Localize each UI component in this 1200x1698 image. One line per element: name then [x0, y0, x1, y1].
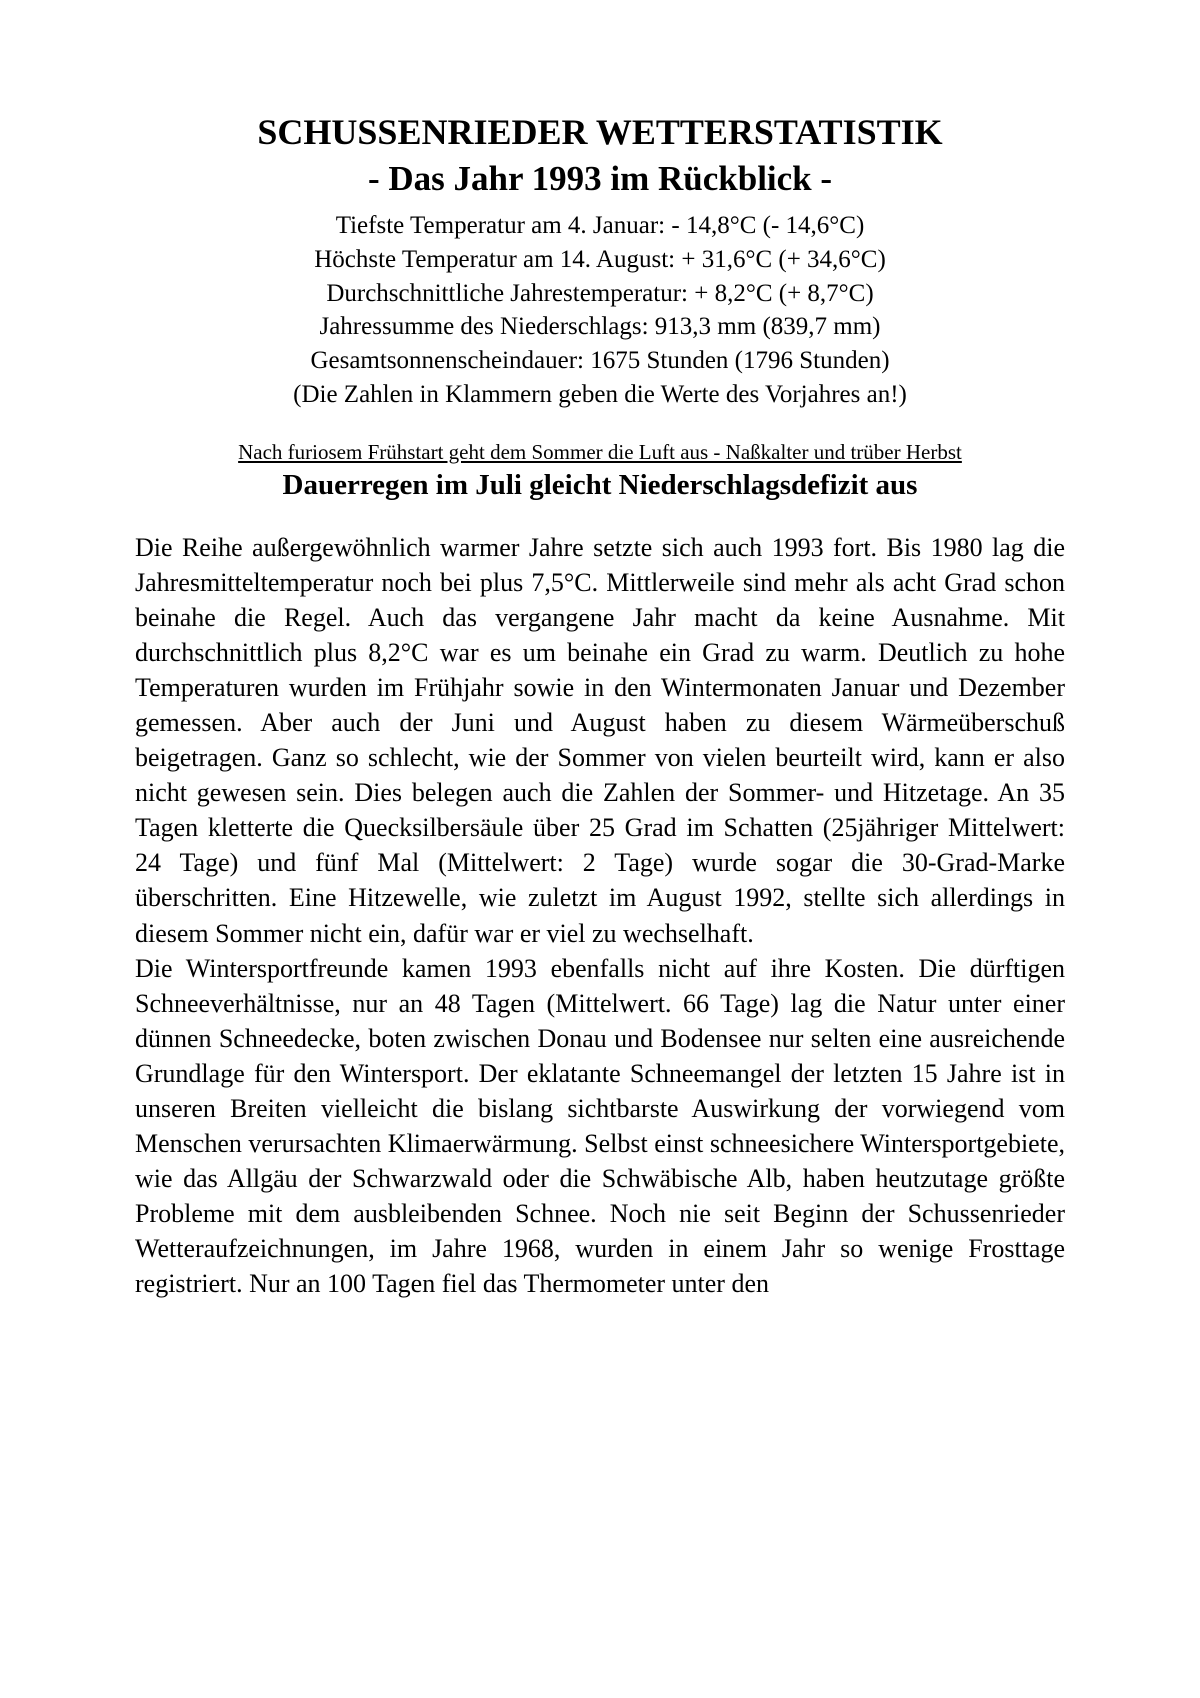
subtitle: - Das Jahr 1993 im Rückblick - [135, 159, 1065, 199]
stats-line-lowest-temp: Tiefste Temperatur am 4. Januar: - 14,8°… [135, 209, 1065, 243]
stats-line-sunshine: Gesamtsonnenscheindauer: 1675 Stunden (1… [135, 344, 1065, 378]
body-paragraph-2: Die Wintersportfreunde kamen 1993 ebenfa… [135, 951, 1065, 1302]
main-title: SCHUSSENRIEDER WETTERSTATISTIK [135, 110, 1065, 155]
stats-line-note: (Die Zahlen in Klammern geben die Werte … [135, 378, 1065, 412]
headline: Dauerregen im Juli gleicht Niederschlags… [135, 469, 1065, 502]
overline-heading: Nach furiosem Frühstart geht dem Sommer … [135, 440, 1065, 465]
stats-line-avg-temp: Durchschnittliche Jahrestemperatur: + 8,… [135, 277, 1065, 311]
stats-block: Tiefste Temperatur am 4. Januar: - 14,8°… [135, 209, 1065, 412]
body-text: Die Reihe außergewöhnlich warmer Jahre s… [135, 530, 1065, 1302]
stats-line-highest-temp: Höchste Temperatur am 14. August: + 31,6… [135, 243, 1065, 277]
stats-line-precipitation: Jahressumme des Niederschlags: 913,3 mm … [135, 310, 1065, 344]
body-paragraph-1: Die Reihe außergewöhnlich warmer Jahre s… [135, 530, 1065, 951]
